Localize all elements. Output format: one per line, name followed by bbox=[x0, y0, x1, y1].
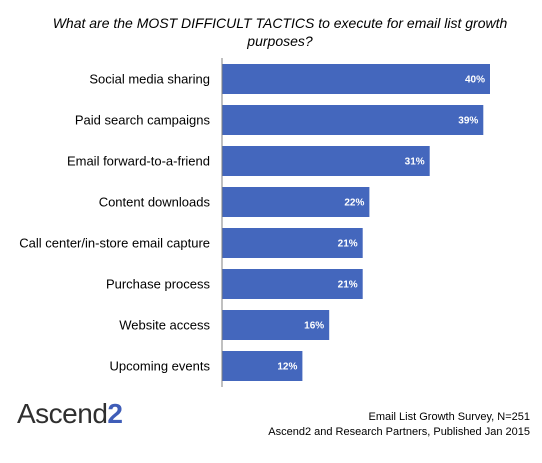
source-note: Email List Growth Survey, N=251 Ascend2 … bbox=[268, 410, 530, 440]
logo-text: Ascend bbox=[17, 398, 108, 429]
category-label-7: Website access bbox=[119, 318, 210, 333]
category-label-2: Paid search campaigns bbox=[75, 113, 211, 128]
source-line-1: Email List Growth Survey, N=251 bbox=[368, 411, 531, 423]
bars: Social media sharing 40% Paid search campa… bbox=[19, 64, 490, 381]
bar-chart: Social media sharing 40% Paid search campa… bbox=[19, 58, 490, 387]
value-label-4: 22% bbox=[344, 198, 364, 209]
bar-1 bbox=[222, 64, 490, 94]
source-line-2: Ascend2 and Research Partners, Published… bbox=[268, 426, 530, 438]
value-label-2: 39% bbox=[458, 116, 478, 127]
category-label-3: Email forward-to-a-friend bbox=[67, 154, 210, 169]
category-label-5: Call center/in-store email capture bbox=[19, 236, 210, 251]
bar-3 bbox=[222, 146, 430, 176]
ascend2-logo: Ascend2 bbox=[17, 398, 123, 430]
bar-2 bbox=[222, 105, 484, 135]
category-label-8: Upcoming events bbox=[110, 359, 211, 374]
bar-6 bbox=[222, 269, 363, 299]
bar-5 bbox=[222, 228, 363, 258]
category-label-1: Social media sharing bbox=[89, 72, 210, 87]
value-label-5: 21% bbox=[338, 239, 358, 250]
bar-7 bbox=[222, 310, 330, 340]
value-label-3: 31% bbox=[405, 157, 425, 168]
value-label-1: 40% bbox=[465, 75, 485, 86]
logo-number: 2 bbox=[107, 398, 123, 429]
chart-title: What are the MOST DIFFICULT TACTICS to e… bbox=[52, 15, 508, 49]
category-label-4: Content downloads bbox=[99, 195, 211, 210]
bar-8 bbox=[222, 351, 303, 381]
value-label-7: 16% bbox=[304, 321, 324, 332]
category-label-6: Purchase process bbox=[106, 277, 211, 292]
value-label-8: 12% bbox=[277, 362, 297, 373]
bar-4 bbox=[222, 187, 370, 217]
value-label-6: 21% bbox=[338, 280, 358, 291]
